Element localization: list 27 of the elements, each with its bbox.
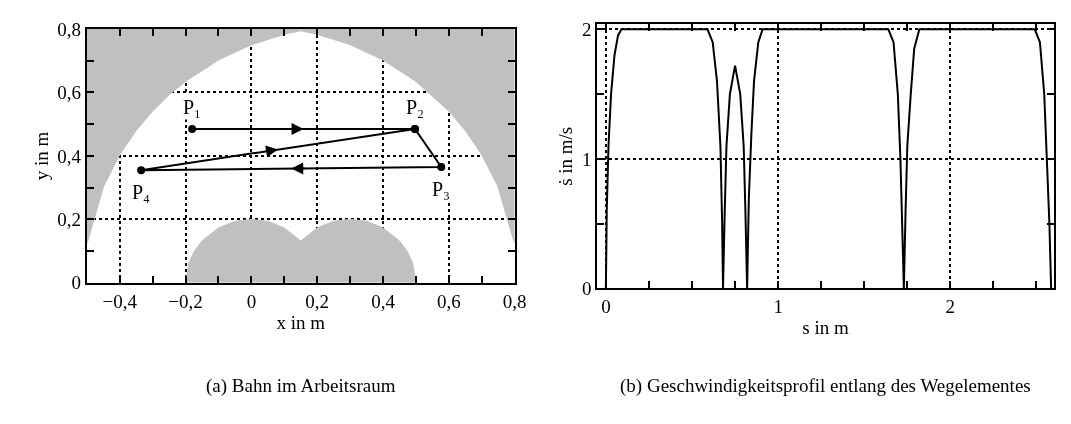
- y-tick-label: 2: [581, 18, 592, 40]
- y-tick-label: 0,6: [57, 82, 82, 104]
- x-tick-label: 1: [773, 296, 783, 318]
- x-tick-label: 0: [246, 290, 257, 312]
- x-axis-title: s in m: [802, 316, 849, 338]
- x-tick-label: −0,2: [168, 290, 203, 312]
- annotation: P₄: [132, 181, 151, 203]
- x-tick-label: 0,2: [305, 290, 330, 312]
- y-tick-label: 0,2: [57, 209, 82, 231]
- x-tick-label: 0,8: [502, 290, 527, 312]
- x-tick-label: 2: [945, 296, 956, 318]
- x-tick-label: 0: [601, 296, 611, 318]
- y-tick-label: 0,8: [57, 18, 82, 40]
- x-tick-label: 0,4: [371, 290, 396, 312]
- text: (b) Geschwindigkeitsprofil entlang des Wegelementes: [620, 375, 1031, 397]
- y-tick-label: 0,4: [57, 145, 82, 167]
- x-tick-label: 0,6: [436, 290, 461, 312]
- y-tick-label: 0: [71, 272, 82, 294]
- y-tick-label: 1: [581, 148, 592, 170]
- text: (a) Bahn im Arbeitsraum: [206, 375, 396, 397]
- y-axis-title: ṡ in m/s: [555, 126, 577, 186]
- annotation: P₁: [183, 96, 202, 118]
- y-axis-title: y in m: [30, 131, 52, 181]
- x-tick-label: −0,4: [102, 290, 138, 312]
- annotation: P₂: [406, 96, 425, 118]
- x-axis-title: x in m: [276, 311, 326, 333]
- annotation: P₃: [432, 178, 451, 200]
